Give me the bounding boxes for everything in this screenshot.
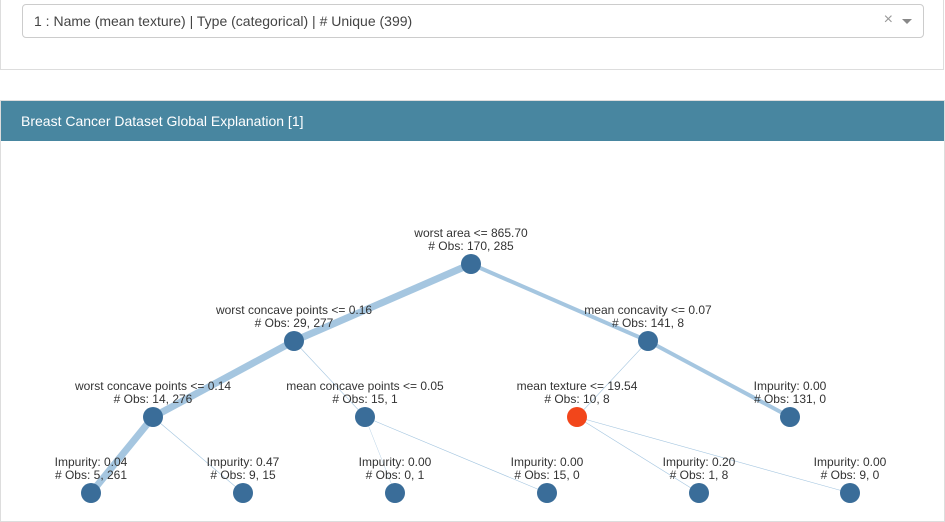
tree-node[interactable] (638, 331, 658, 351)
tree-node[interactable] (567, 407, 587, 427)
node-obs: # Obs: 131, 0 (754, 392, 826, 406)
tree-edge (576, 416, 700, 494)
node-label: mean concavity <= 0.07 (584, 303, 712, 317)
tree-edge (293, 340, 366, 418)
node-label: Impurity: 0.00 (511, 455, 584, 469)
node-label: Impurity: 0.00 (754, 379, 827, 393)
tree-edge (364, 416, 548, 494)
node-label: worst concave points <= 0.16 (215, 303, 372, 317)
node-obs: # Obs: 9, 15 (210, 468, 276, 482)
node-obs: # Obs: 5, 261 (55, 468, 127, 482)
node-obs: # Obs: 170, 285 (428, 239, 514, 253)
tree-edge (152, 416, 244, 494)
tree-node[interactable] (143, 407, 163, 427)
panel-header: Breast Cancer Dataset Global Explanation… (1, 101, 944, 141)
tree-edge (151, 337, 296, 421)
tree-edge (292, 260, 473, 345)
node-obs: # Obs: 10, 8 (544, 392, 610, 406)
node-label: Impurity: 0.47 (207, 455, 280, 469)
tree-node[interactable] (537, 483, 557, 503)
tree-node[interactable] (780, 407, 800, 427)
tree-edge (576, 340, 649, 418)
tree-node[interactable] (840, 483, 860, 503)
tree-edge (364, 416, 396, 494)
feature-select[interactable]: 1 : Name (mean texture) | Type (categori… (22, 4, 924, 38)
tree-node[interactable] (689, 483, 709, 503)
node-obs: # Obs: 15, 1 (332, 392, 398, 406)
tree-node[interactable] (81, 483, 101, 503)
node-label: Impurity: 0.00 (814, 455, 887, 469)
node-obs: # Obs: 141, 8 (612, 316, 684, 330)
tree-edge (88, 414, 156, 496)
tree-edge (647, 339, 791, 419)
tree-node[interactable] (284, 331, 304, 351)
node-obs: # Obs: 0, 1 (366, 468, 425, 482)
node-obs: # Obs: 29, 277 (255, 316, 334, 330)
panel-title: Breast Cancer Dataset Global Explanation… (21, 113, 304, 129)
tree-node[interactable] (385, 483, 405, 503)
node-label: Impurity: 0.00 (359, 455, 432, 469)
node-obs: # Obs: 14, 276 (114, 392, 193, 406)
node-label: mean concave points <= 0.05 (286, 379, 444, 393)
tree-node[interactable] (355, 407, 375, 427)
tree-node[interactable] (233, 483, 253, 503)
node-obs: # Obs: 1, 8 (670, 468, 729, 482)
node-label: mean texture <= 19.54 (517, 379, 638, 393)
node-label: worst concave points <= 0.14 (74, 379, 231, 393)
panel: Breast Cancer Dataset Global Explanation… (0, 100, 945, 522)
tree-edge (470, 262, 649, 343)
tree-edge (576, 416, 851, 494)
clear-button[interactable]: × (883, 11, 893, 28)
node-label: Impurity: 0.04 (55, 455, 128, 469)
node-obs: # Obs: 15, 0 (514, 468, 580, 482)
dropdown-caret[interactable] (902, 19, 912, 24)
node-label: worst area <= 865.70 (413, 226, 528, 240)
select-text: 1 : Name (mean texture) | Type (categori… (34, 13, 413, 29)
node-obs: # Obs: 9, 0 (821, 468, 880, 482)
node-label: Impurity: 0.20 (663, 455, 736, 469)
tree-node[interactable] (461, 254, 481, 274)
selector-card: 1 : Name (mean texture) | Type (categori… (0, 0, 944, 70)
